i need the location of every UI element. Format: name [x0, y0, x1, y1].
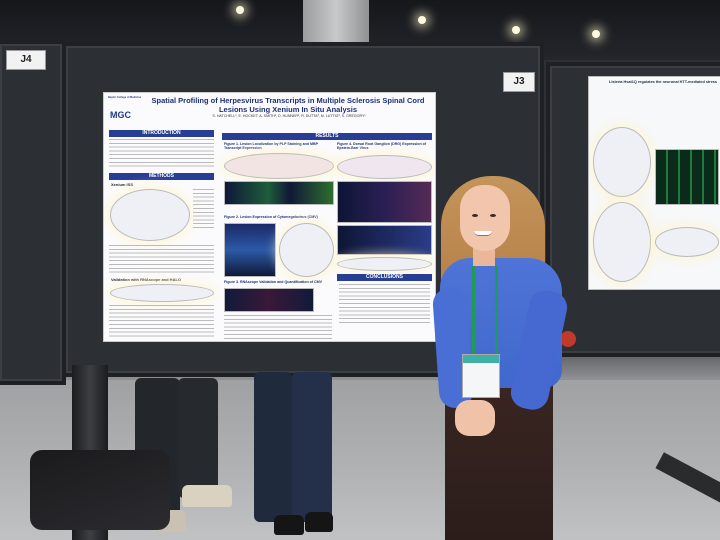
- person-shoe: [305, 512, 333, 532]
- methods-text: [109, 245, 214, 273]
- validation-text: [109, 305, 214, 339]
- figure-2-chart: [279, 223, 334, 277]
- poster-title: Spatial Profiling of Herpesvirus Transcr…: [151, 96, 425, 114]
- figure-2-caption: Figure 2. Lesion Expression of Cytomegal…: [224, 215, 318, 219]
- neighbor-figure: [593, 127, 651, 197]
- presenter-eye: [472, 214, 478, 217]
- neighbor-figure: [655, 227, 719, 257]
- presenter-smile: [474, 231, 492, 236]
- institution-logo: Baylor College of Medicine MGC: [108, 96, 142, 120]
- presenter-eye: [490, 214, 496, 217]
- figure-2-panel: [224, 223, 276, 277]
- booth-number-tag: J4: [6, 50, 46, 70]
- figure-3-panel: [224, 288, 314, 312]
- ceiling-light: [512, 26, 520, 34]
- figure-1-xenium: [224, 181, 334, 205]
- ceiling-light: [592, 30, 600, 38]
- ceiling-light: [236, 6, 244, 14]
- ceiling-light: [418, 16, 426, 24]
- person-leg: [178, 378, 218, 498]
- person-shoe: [274, 515, 304, 535]
- section-methods: METHODS: [109, 173, 214, 180]
- backpack: [30, 450, 170, 530]
- presenter-hands: [455, 400, 495, 436]
- figure-3-text: [224, 315, 332, 339]
- methods-text: [193, 189, 214, 229]
- validation-diagram: [110, 284, 214, 302]
- lanyard: [472, 266, 498, 356]
- figure-1-caption: Figure 1. Lesion Localization by PLP Sta…: [224, 142, 318, 150]
- figure-2-plot: [337, 257, 432, 271]
- subhead-xenium: Xenium ISS: [111, 182, 134, 187]
- figure-4-panel: [337, 155, 432, 179]
- name-badge: [462, 354, 500, 398]
- neighbor-figure-grid: [655, 149, 719, 205]
- section-introduction: INTRODUCTION: [109, 130, 214, 137]
- methods-diagram: [110, 189, 190, 241]
- conclusions-text: [339, 284, 430, 324]
- booth-number-tag: J3: [503, 72, 535, 92]
- board-sticker: [560, 331, 576, 347]
- section-results: RESULTS: [222, 133, 432, 140]
- section-conclusions: CONCLUSIONS: [337, 274, 432, 281]
- neighbor-figure: [593, 202, 651, 282]
- logo-small-text: Baylor College of Medicine: [108, 96, 142, 99]
- figure-2-zoom: [337, 225, 432, 255]
- presenter-neck: [473, 246, 495, 266]
- logo-text: MGC: [110, 110, 131, 120]
- research-poster: Baylor College of Medicine MGC Spatial P…: [103, 92, 436, 342]
- person-leg: [254, 372, 292, 522]
- figure-1-tissue: [224, 153, 334, 179]
- figure-3-caption: Figure 3. RNAscope Validation and Quanti…: [224, 280, 323, 284]
- neighbor-poster: Listeria Hsat1Q regulates the neuronal H…: [588, 76, 720, 290]
- figure-4-caption: Figure 4. Dorsal Root Ganglion (DRG) Exp…: [337, 142, 427, 150]
- poster-authors: S. HATCHELL¹, E. HOCKET, A. SMITH², D. H…: [212, 114, 366, 118]
- person-leg: [292, 372, 332, 522]
- figure-4-xenium: [337, 181, 432, 223]
- neighbor-poster-title: Listeria Hsat1Q regulates the neuronal H…: [609, 80, 718, 84]
- poster-board-left: [0, 40, 66, 385]
- intro-text: [109, 139, 214, 169]
- person-shoe: [182, 485, 232, 507]
- presenter-face: [460, 185, 510, 251]
- subhead-validation: Validation with RNAscope and HALO: [111, 277, 182, 282]
